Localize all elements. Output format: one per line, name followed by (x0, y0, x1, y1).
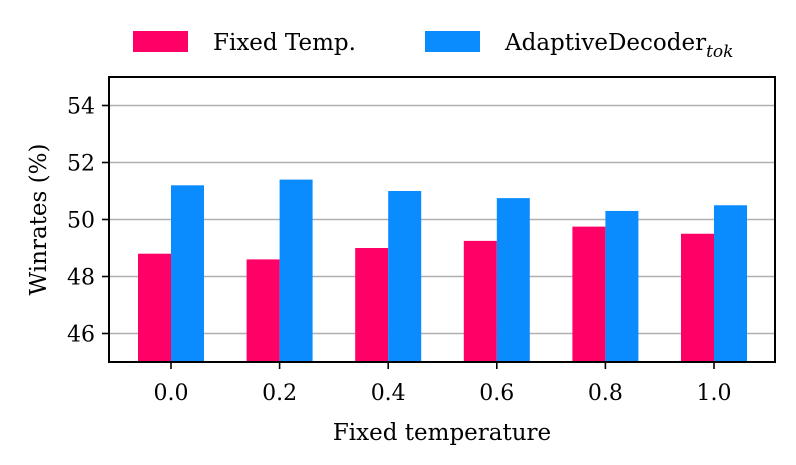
gridlines (109, 104, 775, 335)
legend-label-adaptive-decoder-main: AdaptiveDecoder (504, 30, 706, 56)
legend-label-fixed-temp: Fixed Temp. (213, 30, 356, 56)
y-tick-label: 46 (67, 323, 95, 348)
legend-swatch-fixed-temp (133, 31, 188, 52)
x-axis: 0.0 0.2 0.4 0.6 0.8 1.0 (154, 362, 732, 406)
bar-adaptive-decoder (279, 179, 313, 362)
bar-fixed-temp (681, 233, 714, 362)
bar-fixed-temp (138, 253, 171, 362)
bars (138, 179, 747, 362)
y-tick-label: 52 (67, 152, 95, 177)
x-tick-label: 1.0 (697, 381, 732, 406)
bar-adaptive-decoder (605, 210, 639, 362)
y-tick-label: 54 (67, 95, 95, 120)
legend: Fixed Temp. AdaptiveDecodertok (133, 30, 733, 62)
x-tick-label: 0.8 (588, 381, 623, 406)
x-tick-label: 0.4 (371, 381, 406, 406)
bar-adaptive-decoder (171, 185, 204, 362)
bar-adaptive-decoder (714, 205, 747, 362)
bar-adaptive-decoder (496, 198, 530, 362)
x-tick-label: 0.0 (154, 381, 189, 406)
bar-fixed-temp (355, 248, 389, 362)
y-axis-title: Winrates (%) (26, 144, 52, 296)
bar-adaptive-decoder (388, 191, 422, 362)
legend-label-adaptive-decoder: AdaptiveDecodertok (504, 30, 733, 62)
bar-fixed-temp (572, 226, 606, 362)
x-tick-label: 0.2 (262, 381, 297, 406)
y-tick-label: 48 (67, 266, 95, 291)
x-tick-label: 0.6 (479, 381, 514, 406)
bar-fixed-temp (463, 240, 497, 362)
y-axis: 46 48 50 52 54 (67, 95, 109, 348)
bar-fixed-temp (246, 259, 280, 362)
x-axis-title: Fixed temperature (333, 420, 551, 446)
y-tick-label: 50 (67, 209, 95, 234)
legend-swatch-adaptive-decoder (425, 31, 480, 52)
legend-label-adaptive-decoder-subscript: tok (706, 42, 733, 62)
